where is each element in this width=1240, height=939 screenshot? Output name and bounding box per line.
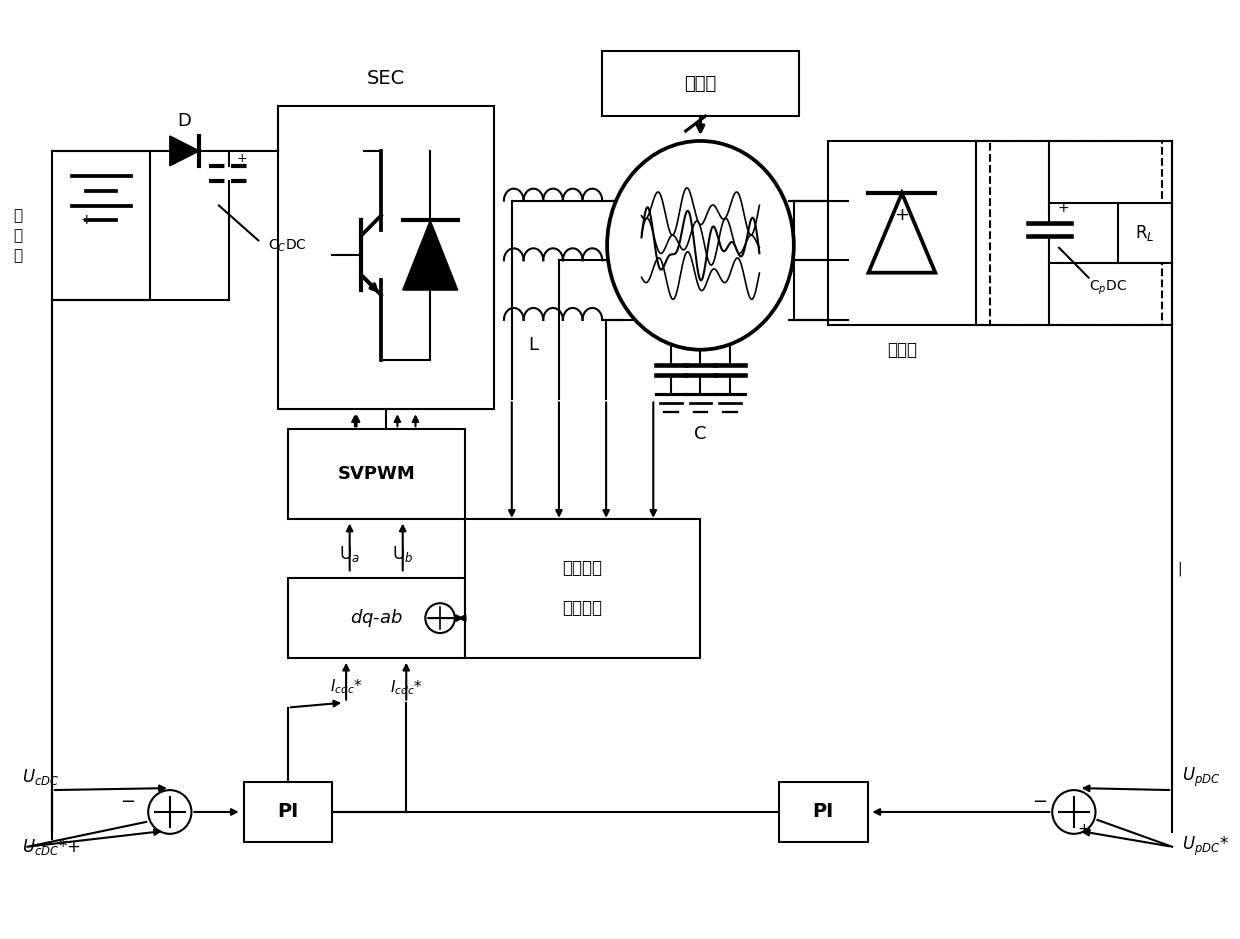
Polygon shape [170,136,200,166]
Text: C: C [694,425,707,443]
Text: SEC: SEC [367,69,405,88]
Bar [828,141,976,325]
Text: $I_{cdc}$*: $I_{cdc}$* [389,678,423,697]
Text: 电: 电 [12,228,22,243]
Text: SVPWM: SVPWM [337,465,415,483]
Text: +: + [1058,201,1069,215]
Text: 池: 池 [12,248,22,263]
Bar [288,578,465,658]
Text: |: | [1177,562,1182,576]
Text: C$_{p}$DC: C$_{p}$DC [1089,279,1127,297]
Text: $U_{pDC}$: $U_{pDC}$ [1182,765,1220,789]
Bar [288,429,465,518]
Text: $dq$-$ab$: $dq$-$ab$ [350,608,403,629]
Text: 整流桥: 整流桥 [887,341,916,359]
Text: U$_b$: U$_b$ [392,544,413,563]
Text: 磁链定向: 磁链定向 [563,599,603,617]
Text: $-$: $-$ [120,791,135,809]
Text: $U_{pDC}$*: $U_{pDC}$* [1182,835,1229,858]
Bar [779,782,868,841]
Text: $U_{cDC}$: $U_{cDC}$ [22,767,60,787]
Text: +: + [894,206,909,224]
Ellipse shape [608,141,794,349]
Bar [52,151,150,300]
Bar [991,141,1162,325]
Text: 原动机: 原动机 [684,75,717,93]
Text: +: + [237,152,247,165]
Bar [243,782,332,841]
Text: L: L [528,336,538,354]
Text: C$_C$DC: C$_C$DC [268,238,306,254]
Text: $-$: $-$ [1032,791,1048,809]
Text: 蓄: 蓄 [12,208,22,223]
Polygon shape [403,221,458,290]
Bar [278,106,494,409]
Text: $I_{cqc}$*: $I_{cqc}$* [330,677,362,698]
Bar [1118,203,1172,263]
Text: $+$: $+$ [1076,823,1090,838]
Text: +: + [81,213,92,227]
Text: U$_a$: U$_a$ [340,544,360,563]
Text: 控制绕组: 控制绕组 [563,560,603,577]
Text: PI: PI [812,803,835,822]
Text: $U_{cDC}$*+: $U_{cDC}$*+ [22,837,81,856]
Text: D: D [177,112,191,131]
Text: R$_L$: R$_L$ [1136,223,1154,243]
Bar [603,52,799,116]
Text: PI: PI [277,803,299,822]
Bar [465,518,701,658]
